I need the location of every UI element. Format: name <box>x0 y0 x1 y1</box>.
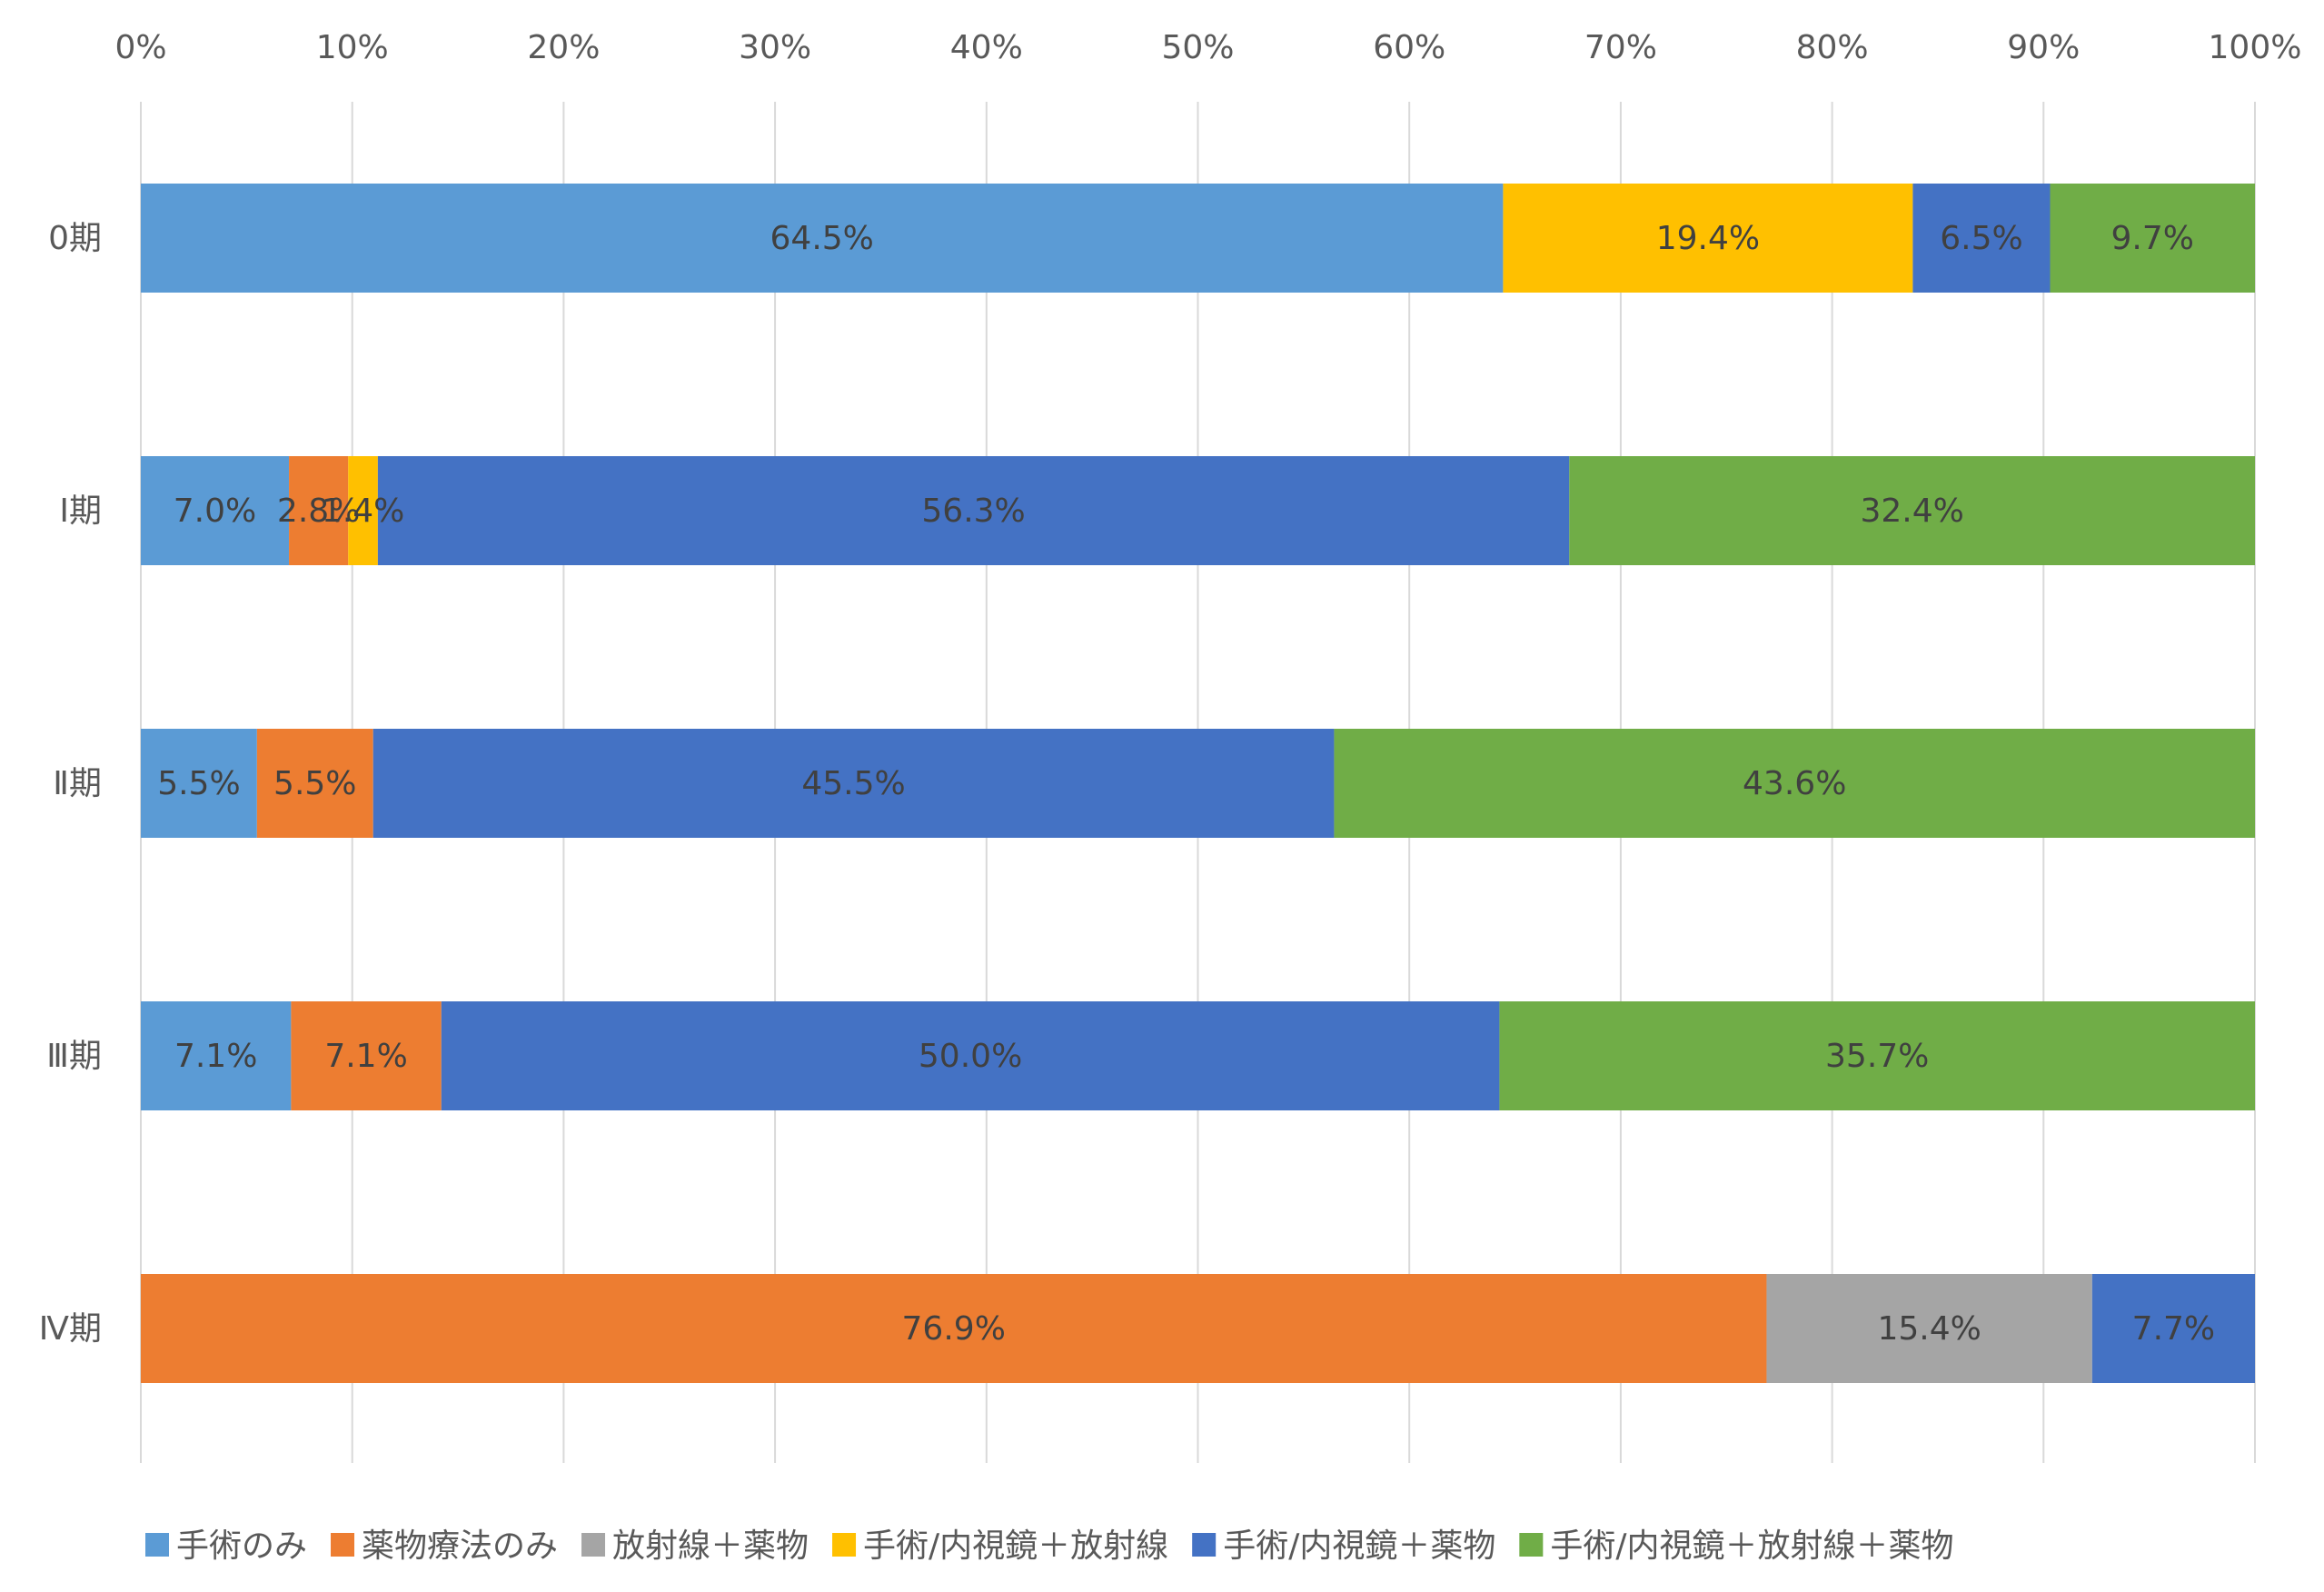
bar-segment <box>1334 729 2255 838</box>
x-tick-label: 100% <box>2209 29 2302 66</box>
data-label: 7.1% <box>324 1038 407 1075</box>
bar-segment <box>141 184 1504 293</box>
bar-segment <box>441 1001 1500 1110</box>
data-label: 19.4% <box>1656 220 1760 257</box>
category-axis: 0期 Ⅰ期 Ⅱ期 Ⅲ期 Ⅳ期 <box>39 220 102 1348</box>
x-tick-label: 10% <box>316 29 389 66</box>
x-tick-label: 0% <box>114 29 166 66</box>
x-tick-label: 90% <box>2007 29 2080 66</box>
legend-label: 手術/内視鏡＋薬物 <box>1223 1527 1495 1565</box>
legend: 手術のみ 薬物療法のみ 放射線＋薬物 手術/内視鏡＋放射線 手術/内視鏡＋薬物 手術/内視… <box>145 1527 1953 1565</box>
category-label: Ⅲ期 <box>46 1038 102 1075</box>
bars <box>141 184 2255 1383</box>
bar-segment <box>291 1001 442 1110</box>
data-label: 56.3% <box>921 493 1025 530</box>
data-label: 5.5% <box>273 765 356 802</box>
x-axis-ticks: 0% 10% 20% 30% 40% 50% 60% 70% 80% 90% 100% <box>114 29 2301 66</box>
x-tick-label: 60% <box>1373 29 1445 66</box>
data-label: 5.5% <box>157 765 240 802</box>
legend-label: 放射線＋薬物 <box>612 1527 809 1565</box>
bar-segment <box>1569 456 2255 565</box>
bar-segment <box>141 456 290 565</box>
x-tick-label: 20% <box>527 29 600 66</box>
legend-label: 薬物療法のみ <box>362 1527 558 1565</box>
bar-segment <box>2091 1274 2255 1383</box>
data-label: 32.4% <box>1860 493 1963 530</box>
bar-segment <box>141 729 257 838</box>
data-label: 76.9% <box>902 1310 1006 1348</box>
category-label: Ⅳ期 <box>39 1310 102 1348</box>
bar-segment <box>141 1001 292 1110</box>
bar-segment <box>377 456 1570 565</box>
bar-segment <box>348 456 378 565</box>
data-label: 7.7% <box>2132 1310 2215 1348</box>
data-label: 43.6% <box>1743 765 1846 802</box>
bar-segment <box>289 456 349 565</box>
legend-label: 手術/内視鏡＋放射線＋薬物 <box>1550 1527 1953 1565</box>
bar-segment <box>1766 1274 2092 1383</box>
legend-label: 手術/内視鏡＋放射線 <box>863 1527 1168 1565</box>
data-label: 1.4% <box>322 493 404 530</box>
legend-swatch <box>1192 1533 1217 1557</box>
legend-swatch <box>1519 1533 1544 1557</box>
data-labels: 64.5% 19.4% 6.5% 9.7% 7.0% 2.8%1.4% 56.3% 32.4%… <box>157 220 2215 1348</box>
x-tick-label: 30% <box>739 29 811 66</box>
x-tick-label: 50% <box>1161 29 1234 66</box>
data-label: 35.7% <box>1825 1038 1929 1075</box>
data-label: 2.8% <box>277 493 360 530</box>
x-tick-label: 80% <box>1796 29 1869 66</box>
category-label: Ⅱ期 <box>53 765 102 802</box>
data-label: 7.0% <box>174 493 256 530</box>
legend-swatch <box>145 1533 169 1557</box>
bar-segment <box>1503 184 1913 293</box>
data-label: 9.7% <box>2111 220 2194 257</box>
bar-segment <box>1912 184 2051 293</box>
x-tick-label: 40% <box>950 29 1023 66</box>
bar-segment <box>2050 184 2255 293</box>
bar-segment <box>256 729 373 838</box>
category-label: Ⅰ期 <box>59 493 102 530</box>
data-label: 50.0% <box>919 1038 1022 1075</box>
data-label: 64.5% <box>770 220 874 257</box>
bar-segment <box>1499 1001 2255 1110</box>
legend-swatch <box>581 1533 606 1557</box>
data-label: 15.4% <box>1877 1310 1981 1348</box>
category-label: 0期 <box>48 220 102 257</box>
legend-swatch <box>331 1533 355 1557</box>
data-label: 7.1% <box>174 1038 257 1075</box>
data-label: 6.5% <box>1940 220 2022 257</box>
bar-segment <box>372 729 1335 838</box>
data-label: 45.5% <box>801 765 905 802</box>
x-tick-label: 70% <box>1584 29 1657 66</box>
bar-segment <box>141 1274 1767 1383</box>
legend-label: 手術のみ <box>176 1527 307 1565</box>
legend-swatch <box>832 1533 857 1557</box>
